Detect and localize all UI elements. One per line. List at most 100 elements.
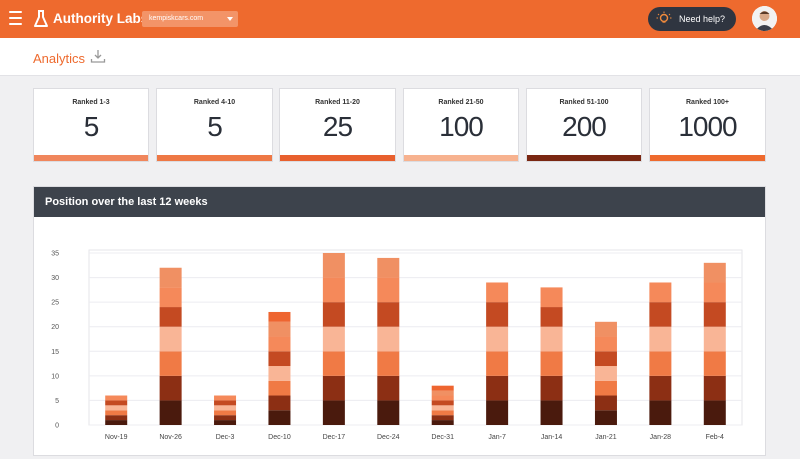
bar-segment [105,400,128,406]
bar-segment [649,326,672,352]
bar-segment [594,351,617,367]
x-tick-label: Nov-19 [105,434,128,441]
bar-segment [540,287,563,308]
bar-segment [268,321,291,337]
bar-segment [322,375,345,401]
y-tick-label: 15 [51,349,59,356]
y-tick-label: 10 [51,373,59,380]
y-tick-label: 25 [51,300,59,307]
stat-label: Ranked 4-10 [193,99,236,106]
y-tick-label: 35 [51,251,59,258]
bar-segment [703,262,726,283]
avatar[interactable] [752,6,777,31]
bar-segment [214,410,237,416]
menu-icon[interactable] [9,11,22,25]
x-tick-label: Jan-14 [541,434,563,441]
bar-segment [431,390,454,396]
stat-label: Ranked 1-3 [72,99,110,106]
bar-segment [431,385,454,391]
bar-segment [268,336,291,352]
bar-segment [214,400,237,406]
site-selector-value: kempiskcars.com [149,15,204,22]
stat-value: 100 [439,111,484,142]
bar-segment [214,420,237,425]
stat-value: 1000 [678,111,737,142]
flask-logo-icon [34,10,48,27]
bar-segment [322,277,345,303]
bar-segment [159,351,182,376]
bar-segment [322,326,345,352]
bar-segment [431,400,454,406]
bar-segment [377,375,400,401]
bar-segment [268,311,291,322]
stat-value: 25 [322,111,353,142]
bar-segment [486,351,509,376]
x-tick-label: Dec-24 [377,434,400,441]
bar-segment [159,307,182,327]
bar-segment [540,307,563,327]
bar-segment [105,415,128,421]
y-tick-label: 30 [51,275,59,282]
x-tick-label: Jan-21 [595,434,617,441]
stat-card-ranked-21-50: Ranked 21-50 100 [403,88,519,162]
position-chart-panel: Position over the last 12 weeks 0 5 10 15 20… [33,186,766,456]
chart-title: Position over the last 12 weeks [45,196,208,208]
bar-segment [486,400,509,425]
stat-card-ranked-100-plus: Ranked 100+ 1000 [649,88,766,162]
bar-segment [268,395,291,411]
bar-segment [322,253,345,278]
bar-segment [214,395,237,401]
bar-segment [486,375,509,401]
bar-segment [594,380,617,396]
bar-segment [322,302,345,327]
stat-card-ranked-4-10: Ranked 4-10 5 [156,88,273,162]
site-selector[interactable]: kempiskcars.com [142,11,238,27]
bar-segment [377,257,400,278]
stat-color-bar [280,155,395,161]
y-tick-label: 5 [55,398,59,405]
need-help-button[interactable]: Need help? [648,7,736,31]
bar-segment [540,326,563,352]
bar-segment [377,351,400,376]
bar-segment [268,351,291,367]
bar-segment [594,366,617,381]
bar-segment [105,395,128,401]
bar-segment [540,351,563,376]
bar-segment [268,366,291,381]
bar-segment [322,400,345,425]
bar-segment [431,395,454,401]
stat-label: Ranked 21-50 [438,99,484,106]
bar-segment [703,302,726,327]
bar-segment [540,375,563,401]
bar-segment [159,375,182,401]
need-help-label: Need help? [679,14,726,24]
bar-segment [594,336,617,352]
x-tick-label: Jan-7 [488,434,506,441]
download-icon[interactable] [90,48,106,64]
bar-segment [594,410,617,425]
page-title: Analytics [33,51,86,66]
lightbulb-icon [656,11,672,23]
stat-value: 200 [562,111,607,142]
bar-segment [486,326,509,352]
bar-segment [322,351,345,376]
y-tick-label: 20 [51,324,59,331]
stat-color-bar [404,155,518,161]
bar-segment [649,302,672,327]
bar-segment [486,282,509,303]
bar-segment [377,326,400,352]
stat-color-bar [650,155,765,161]
stat-label: Ranked 100+ [686,99,729,106]
x-tick-label: Dec-31 [431,434,454,441]
bar-segment [431,420,454,425]
x-tick-label: Dec-10 [268,434,291,441]
stat-color-bar [157,155,272,161]
stat-card-ranked-1-3: Ranked 1-3 5 [33,88,149,162]
bar-segment [159,400,182,425]
stat-label: Ranked 11-20 [315,99,360,106]
plot-frame [88,249,743,426]
top-bar: Authority Labs kempiskcars.com Need help… [0,0,800,38]
bar-segment [159,267,182,288]
bar-segment [703,326,726,352]
bar-segment [703,375,726,401]
